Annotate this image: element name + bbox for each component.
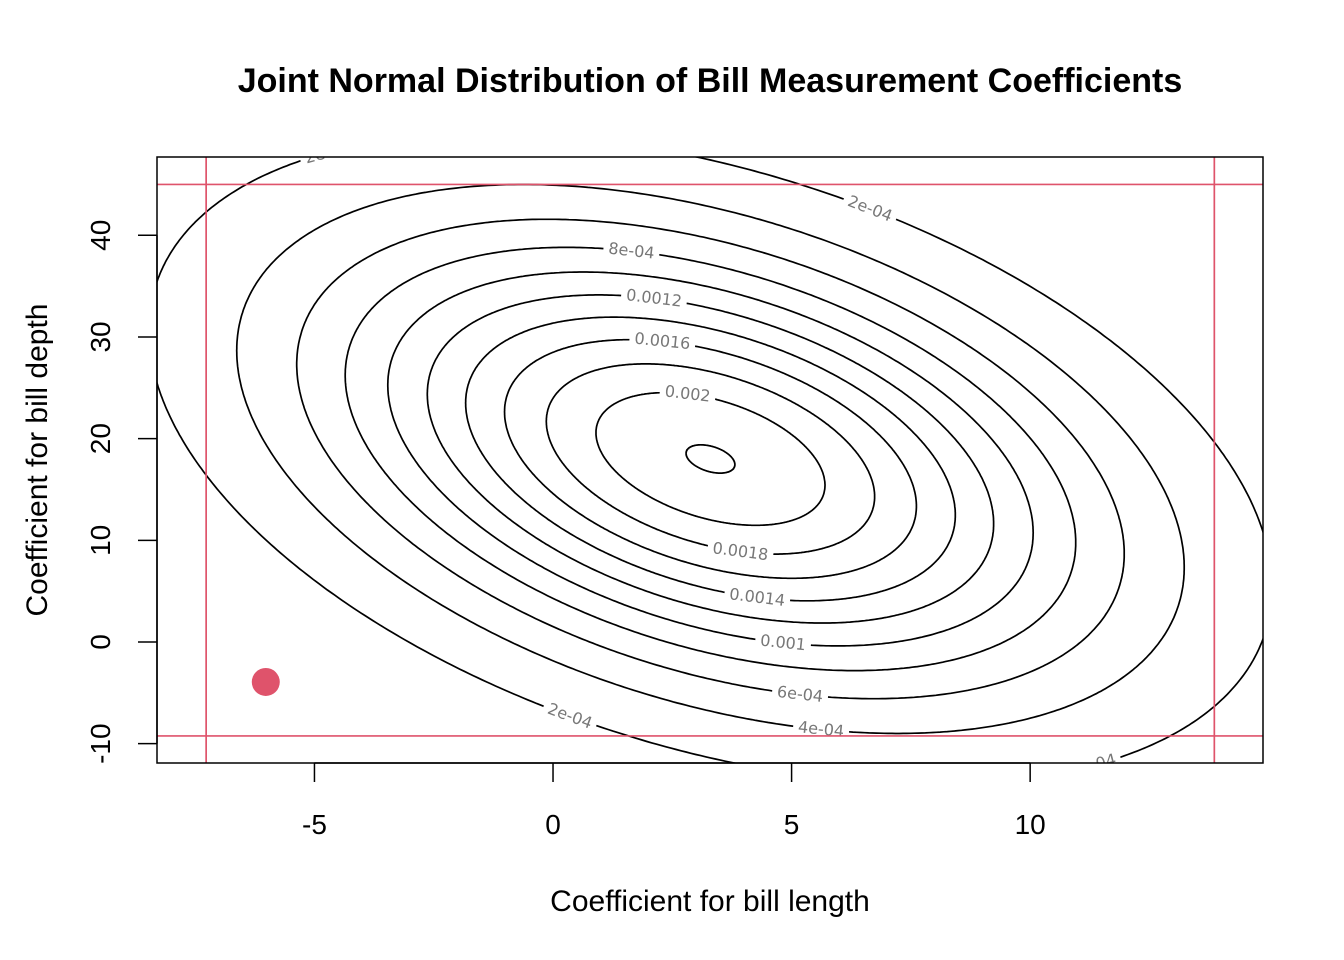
svg-text:0.001: 0.001 (759, 631, 807, 655)
contour-line (344, 246, 1077, 672)
contour-label: 2e-04 (840, 190, 900, 228)
reference-lines (157, 157, 1263, 763)
contour-line (235, 183, 1186, 735)
y-tick-label: 20 (85, 423, 116, 454)
contour-label: 0.0014 (723, 584, 792, 611)
y-axis: -10 0 10 20 30 40 (85, 220, 158, 764)
contour-line (426, 294, 995, 624)
x-axis: -5 0 5 10 (302, 762, 1046, 840)
svg-text:2e-04: 2e-04 (845, 191, 895, 225)
contour-label: 6e-04 (771, 682, 829, 707)
svg-text:4e-04: 4e-04 (797, 717, 845, 741)
contour-line (685, 443, 736, 474)
contour-line (464, 316, 957, 602)
contour-line (595, 391, 826, 527)
contour-line (157, 157, 1263, 763)
svg-text:0.0012: 0.0012 (625, 285, 683, 311)
contour-label: 0.002 (658, 381, 717, 407)
x-tick-label: 0 (545, 809, 561, 840)
plot-frame (156, 156, 1264, 764)
svg-text:0.0016: 0.0016 (634, 329, 692, 354)
contour-label: 4e-04 (792, 717, 850, 742)
x-tick-label: -5 (302, 809, 327, 840)
contour-label: 8e-04 (602, 239, 661, 264)
chart-title: Joint Normal Distribution of Bill Measur… (238, 62, 1183, 100)
contour-line (386, 271, 1035, 647)
svg-text:0.0014: 0.0014 (728, 584, 786, 610)
svg-text:2e-04: 2e-04 (1069, 750, 1118, 780)
contour-line (503, 338, 918, 580)
contour-label: 0.0016 (628, 329, 697, 354)
x-tick-label: 10 (1015, 809, 1046, 840)
y-axis-label: Coefficient for bill depth (21, 304, 54, 617)
contour-line (295, 218, 1126, 700)
x-tick-label: 5 (784, 809, 800, 840)
contour-label: 2e-04 (1064, 749, 1123, 780)
svg-text:6e-04: 6e-04 (776, 682, 824, 706)
x-axis-label: Coefficient for bill length (550, 885, 870, 918)
y-tick-label: 30 (85, 321, 116, 352)
contour-label: 2e-04 (540, 698, 600, 735)
contour-label: 0.0012 (620, 285, 688, 312)
y-tick-label: -10 (85, 723, 116, 763)
y-tick-label: 10 (85, 525, 116, 556)
y-tick-label: 40 (85, 220, 116, 251)
contour-label: 2e-04 (297, 137, 357, 169)
contour-label: 0.001 (754, 631, 812, 655)
svg-text:2e-04: 2e-04 (545, 699, 595, 733)
contour-line (545, 363, 876, 555)
svg-text:8e-04: 8e-04 (607, 239, 655, 263)
data-point (251, 667, 280, 696)
contour-label: 0.0018 (706, 538, 775, 565)
svg-text:0.0018: 0.0018 (711, 538, 769, 564)
y-tick-label: 0 (85, 634, 116, 650)
svg-text:0.002: 0.002 (664, 381, 712, 405)
contour-lines: 2e-04 2e-04 2e-04 2e-04 4e-04 6e-04 8e-04 0.001… (157, 137, 1263, 780)
svg-text:2e-04: 2e-04 (303, 137, 352, 167)
